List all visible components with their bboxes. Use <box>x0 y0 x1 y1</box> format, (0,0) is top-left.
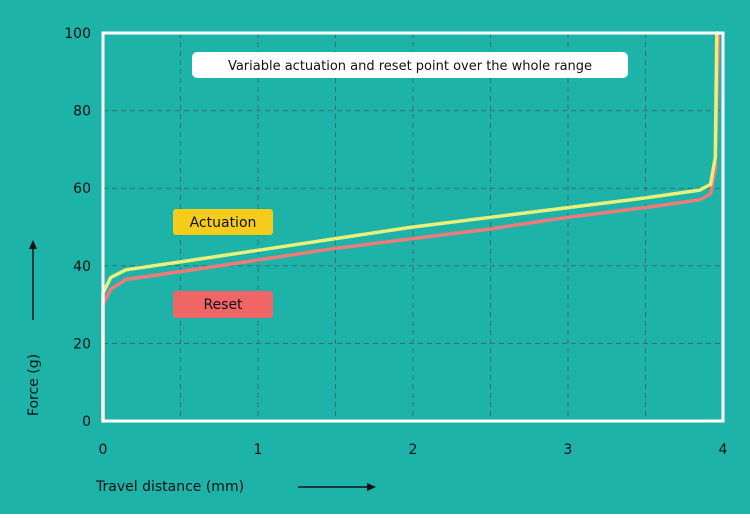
y-axis-arrow <box>29 240 37 320</box>
x-axis-title: Travel distance (mm) <box>95 479 244 495</box>
x-tick-label: 0 <box>99 442 108 458</box>
legend-actuation: Actuation <box>173 209 273 235</box>
y-tick-label: 20 <box>73 336 91 352</box>
x-axis-title-group: Travel distance (mm) <box>95 479 376 495</box>
chart-title: Variable actuation and reset point over … <box>228 59 592 74</box>
x-tick-label: 2 <box>409 442 418 458</box>
x-tick-layer: 0 1 2 3 4 <box>99 442 728 458</box>
y-axis-title-group: Force (g) <box>26 240 42 416</box>
y-tick-label: 80 <box>73 104 91 120</box>
plot-border <box>101 31 725 423</box>
x-tick-label: 3 <box>564 442 573 458</box>
legend-reset: Reset <box>173 291 273 318</box>
series-line-actuation <box>101 31 719 423</box>
chart-title-background <box>192 52 628 78</box>
series-layer <box>101 31 721 423</box>
y-tick-label: 60 <box>73 181 91 197</box>
legend-reset-label: Reset <box>203 297 243 313</box>
y-tick-label: 100 <box>64 26 91 42</box>
y-tick-label: 40 <box>73 259 91 275</box>
y-tick-layer: 0 20 40 60 80 100 <box>64 26 91 430</box>
x-tick-label: 4 <box>719 442 728 458</box>
legend-actuation-background <box>173 209 273 235</box>
chart-title-box: Variable actuation and reset point over … <box>192 52 628 78</box>
grid-layer <box>103 33 723 421</box>
series-line-reset <box>101 31 721 423</box>
y-tick-label: 0 <box>82 414 91 430</box>
y-axis-title: Force (g) <box>26 354 42 416</box>
legend-actuation-label: Actuation <box>190 215 257 231</box>
x-tick-label: 1 <box>254 442 263 458</box>
x-axis-arrow <box>298 483 376 491</box>
legend-reset-background <box>173 291 273 318</box>
